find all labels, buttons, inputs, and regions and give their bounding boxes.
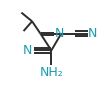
Text: N: N [23, 44, 32, 57]
Text: N: N [55, 27, 65, 40]
Text: NH₂: NH₂ [39, 66, 63, 79]
Text: N: N [88, 27, 97, 40]
